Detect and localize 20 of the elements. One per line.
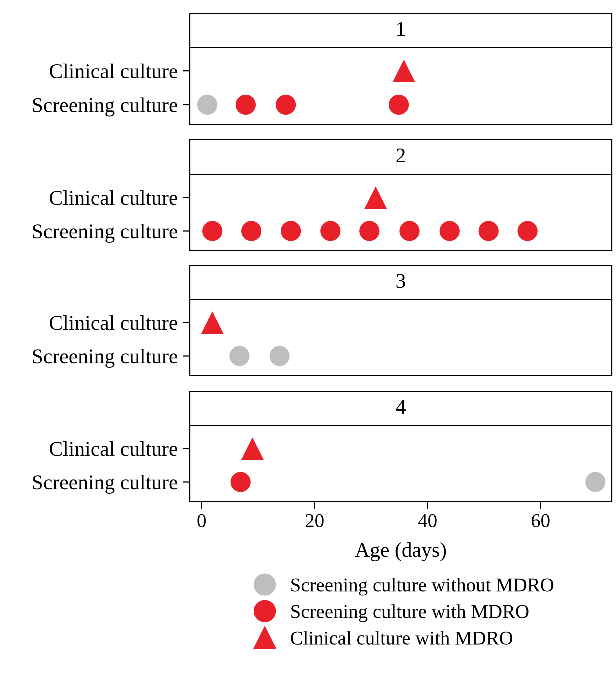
y-tick-label: Screening culture	[33, 475, 178, 494]
y-tick-label: Clinical culture	[50, 316, 178, 330]
x-tick-label: 60	[532, 514, 550, 528]
chart-title: 4	[396, 400, 406, 414]
y-tick-label: Screening culture	[33, 349, 178, 368]
y-tick-label: Clinical culture	[50, 190, 178, 206]
legend-label: Screening culture without MDRO	[292, 578, 554, 596]
chart-title: 2	[396, 148, 406, 163]
y-tick-label: Screening culture	[33, 98, 178, 117]
x-tick-label: 20	[306, 514, 324, 528]
y-tick-label: Clinical culture	[50, 64, 178, 78]
y-tick-label: Clinical culture	[50, 442, 178, 456]
y-tick-label: Screening culture	[33, 224, 178, 243]
x-axis-title: Age (days)	[355, 542, 446, 562]
x-tick-label: 0	[198, 514, 206, 528]
legend-label: Screening culture with MDRO	[292, 604, 529, 622]
chart-title: 1	[398, 22, 405, 36]
x-tick-label: 40	[418, 514, 437, 528]
legend-label: Clinical culture with MDRO	[291, 631, 513, 645]
chart-title: 3	[396, 274, 406, 288]
